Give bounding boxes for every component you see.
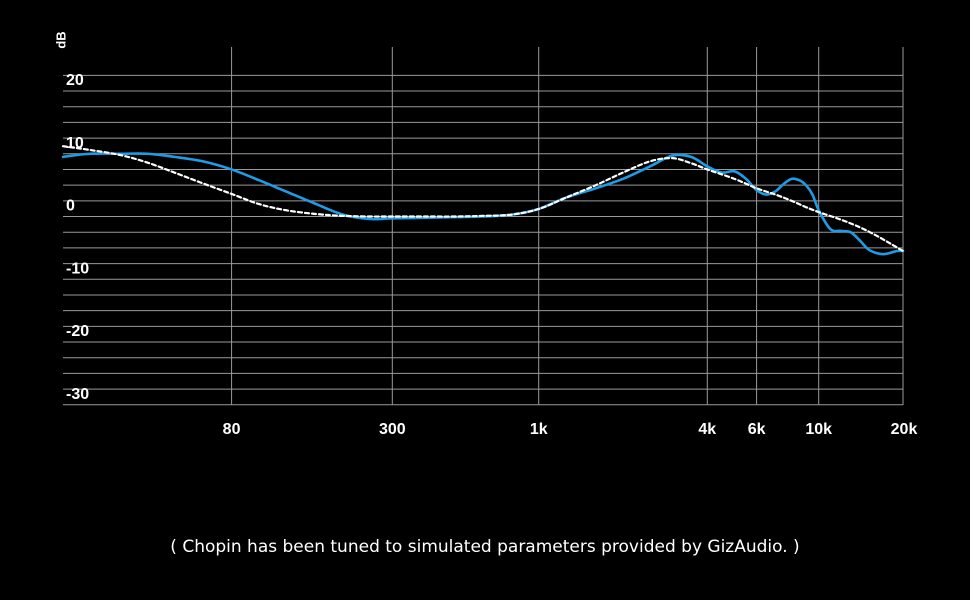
y-tick-label: -20	[66, 323, 89, 340]
y-axis-label: dB	[53, 31, 68, 48]
chart-caption: ( Chopin has been tuned to simulated par…	[170, 537, 800, 557]
y-tick-label: 0	[66, 198, 75, 215]
measured-curve-line	[61, 152, 905, 256]
x-tick-label: 10k	[805, 421, 832, 438]
y-tick-label: -10	[66, 260, 89, 277]
y-tick-label: -30	[66, 386, 89, 403]
y-tick-label: 20	[66, 72, 84, 89]
x-tick-label: 20k	[891, 421, 918, 438]
x-tick-label: 4k	[698, 421, 716, 438]
frequency-response-chart: dB 20 10 0 -10 -20 -30 80 300 1k 4k 6k 10k 20k	[53, 31, 918, 438]
x-tick-label: 80	[223, 421, 241, 438]
x-tick-label: 6k	[748, 421, 766, 438]
target-curve-dashed	[61, 145, 905, 253]
x-tick-label: 1k	[530, 421, 548, 438]
x-tick-label: 300	[379, 421, 406, 438]
